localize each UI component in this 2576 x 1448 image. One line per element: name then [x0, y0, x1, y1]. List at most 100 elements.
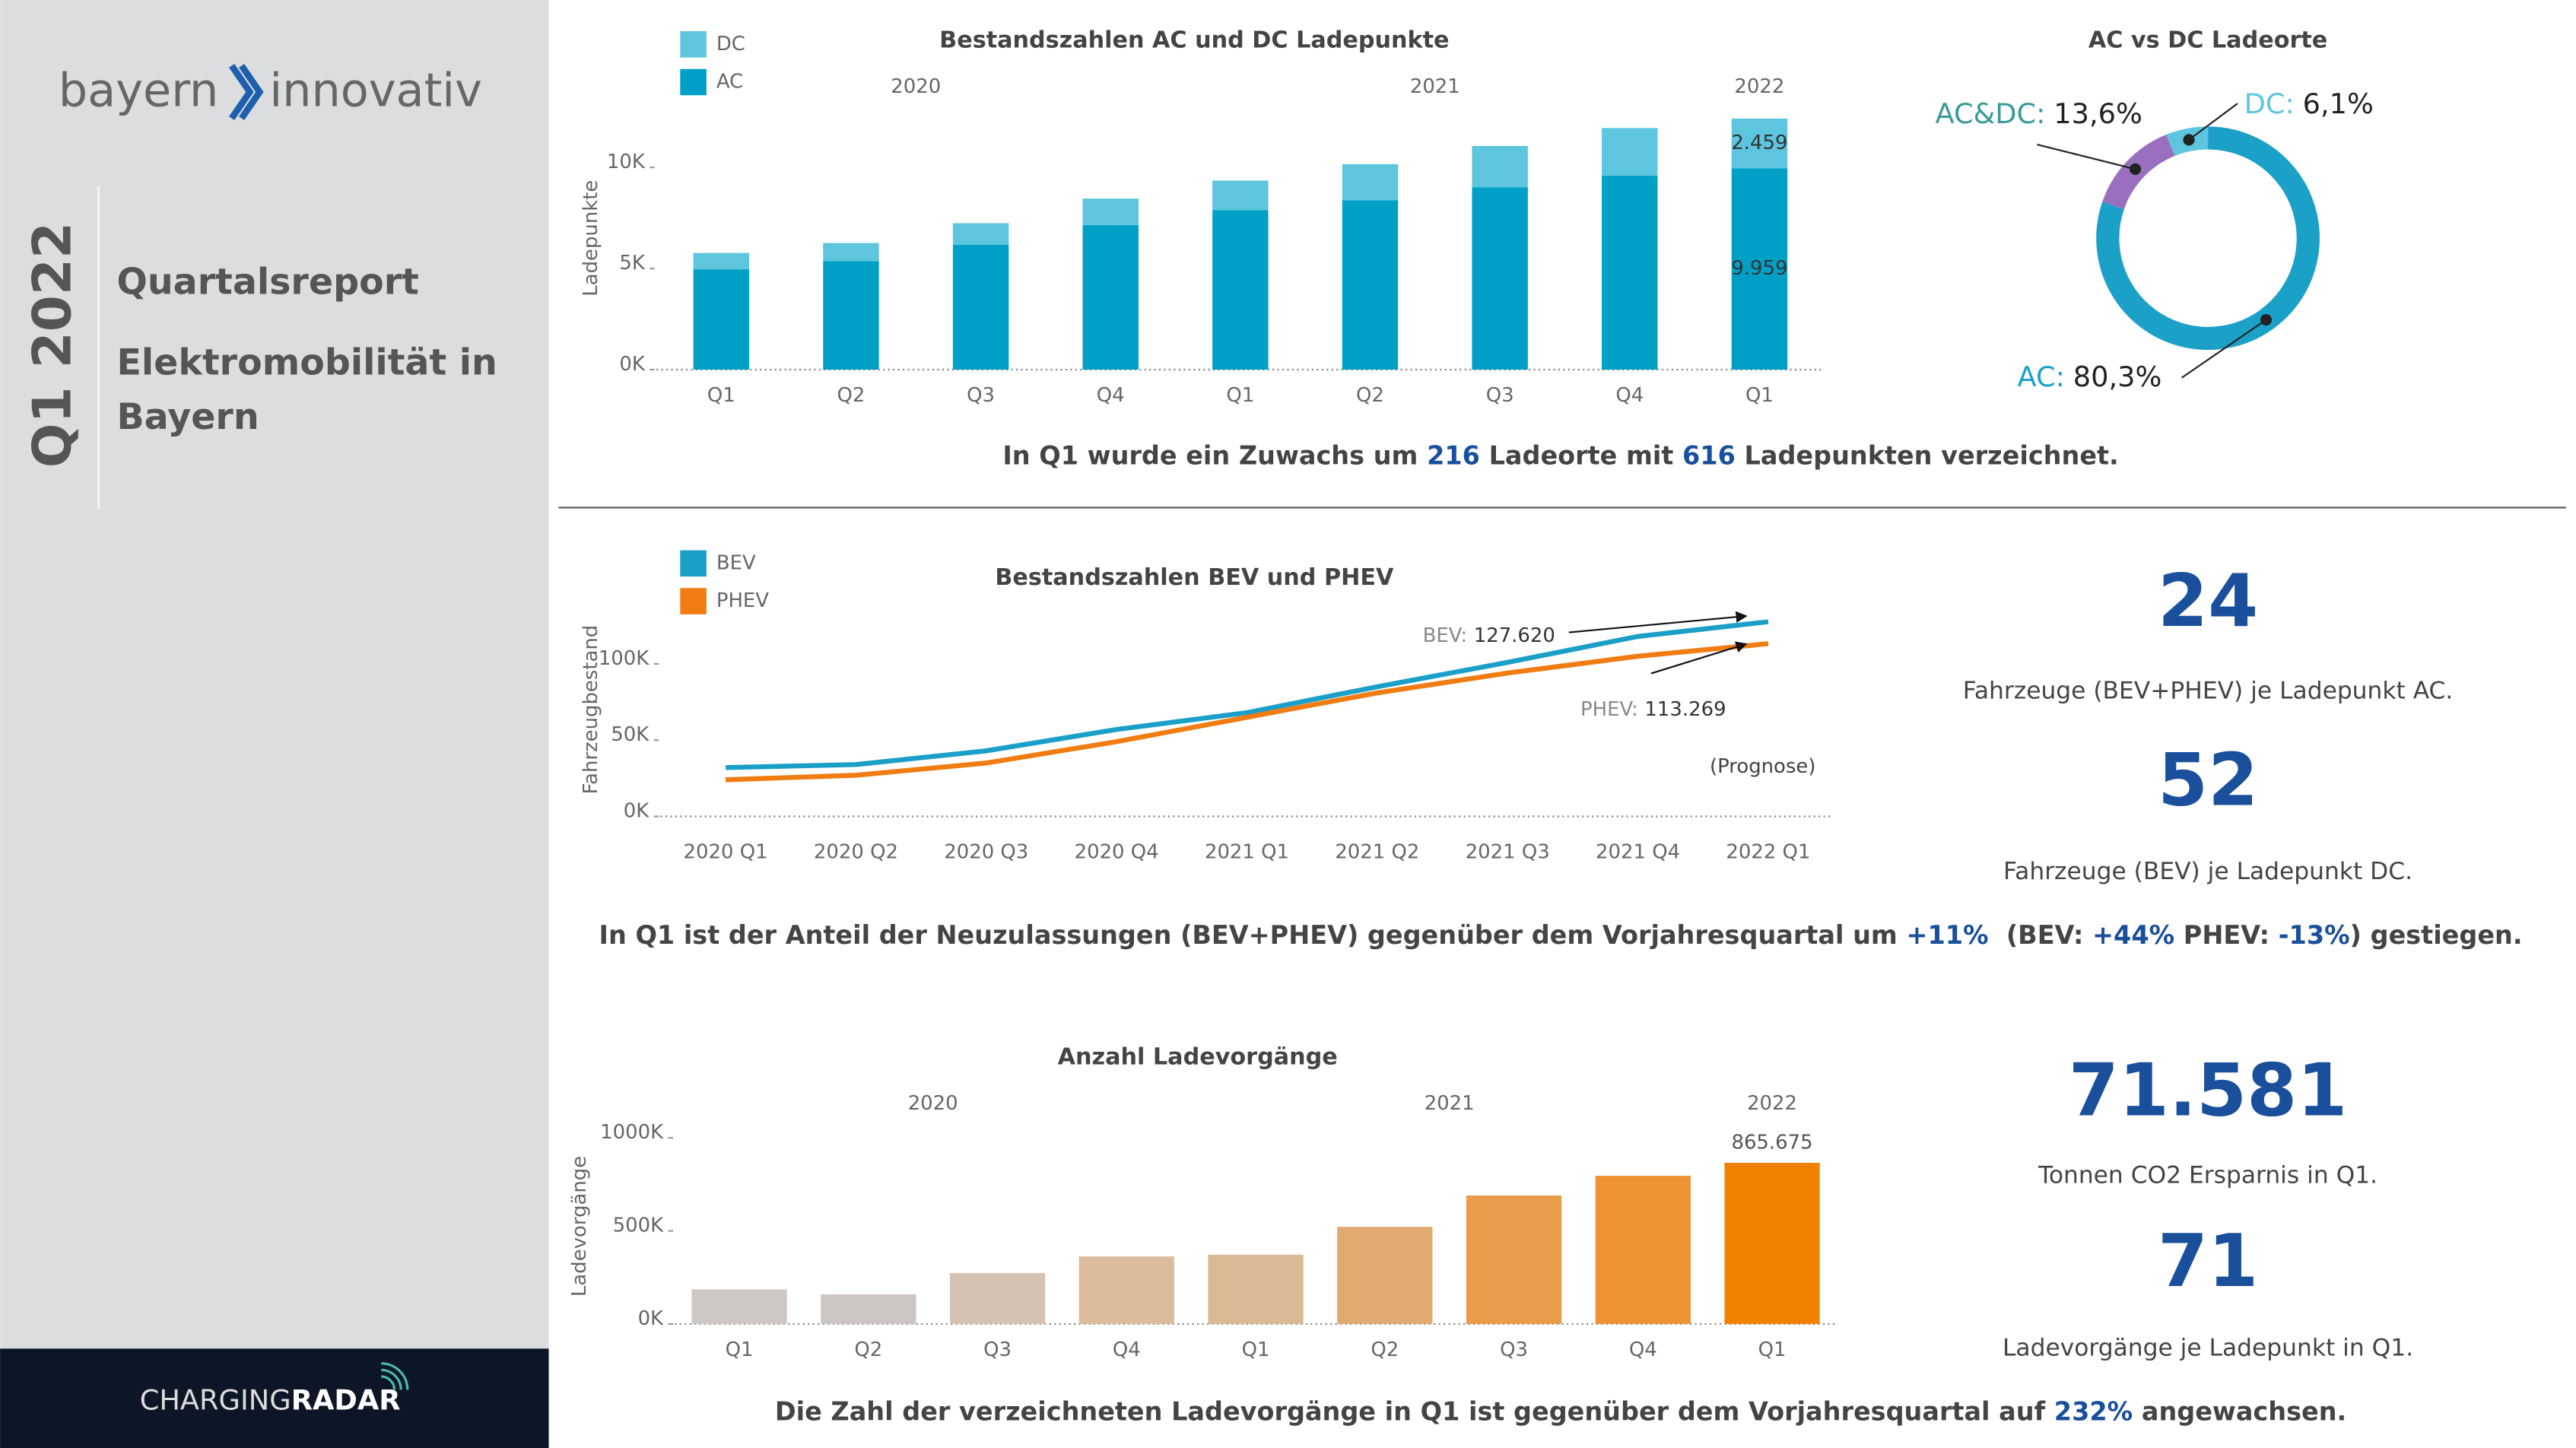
chart-title: Bestandszahlen AC und DC Ladepunkte [939, 27, 1449, 53]
x-tick-label: Q4 [1097, 384, 1125, 407]
kpi-caption: Tonnen CO2 Ersparnis in Q1. [2038, 1162, 2377, 1189]
leader-line [2188, 103, 2238, 141]
bar [1595, 1176, 1691, 1324]
note-highlight: -13% [2279, 920, 2350, 950]
bar-segment [1082, 198, 1139, 225]
x-tick-label: 2021 Q1 [1205, 841, 1289, 864]
bar-segment [1731, 118, 1788, 169]
legend-swatch [680, 31, 707, 58]
note-text: In Q1 wurde ein Zuwachs um [1002, 440, 1427, 470]
legend-swatch [680, 588, 707, 614]
x-tick-label: Q1 [1226, 384, 1254, 407]
x-tick-label: Q2 [1356, 384, 1384, 407]
logo-left: bayern [59, 65, 219, 118]
x-tick-label: Q2 [837, 384, 866, 407]
note-text: ) gestiegen. [2350, 920, 2523, 950]
x-tick-label: Q1 [1242, 1338, 1270, 1361]
annotation-label: BEV: [1423, 624, 1467, 646]
y-tick-label: 500K [613, 1215, 664, 1237]
bar-segment [1212, 210, 1269, 370]
y-axis-title: Fahrzeugbestand [580, 625, 602, 795]
x-tick-label: 2021 Q4 [1596, 841, 1680, 864]
x-tick-label: Q3 [1486, 384, 1514, 407]
y-tick-label: 0K [619, 353, 645, 376]
bar [691, 1289, 787, 1324]
donut-segment [2102, 134, 2175, 210]
line [726, 619, 1769, 770]
legend-label: DC [716, 33, 745, 56]
bar-segment [1602, 176, 1658, 370]
bar-segment [823, 243, 879, 262]
leader-line [2181, 319, 2267, 379]
x-tick-label: Q4 [1615, 384, 1644, 407]
note-highlight: +11% [1906, 920, 1988, 950]
logo-mark [229, 63, 264, 120]
x-tick-label: 2021 Q2 [1335, 841, 1419, 864]
bar-segment [1212, 180, 1269, 211]
x-tick-label: 2020 Q1 [684, 841, 768, 864]
donut-label: DC: 6,1% [2244, 87, 2374, 120]
value-label: 13,6% [2053, 97, 2142, 130]
note-text: Ladepunkten verzeichnet. [1736, 440, 2119, 470]
note-highlight: 216 [1427, 440, 1480, 470]
year-label: 2020 [908, 1092, 958, 1115]
chart-title: AC vs DC Ladeorte [2088, 27, 2327, 53]
bar-segment [693, 269, 750, 370]
category-label: DC: [2244, 87, 2295, 120]
year-label: 2021 [1425, 1092, 1475, 1115]
leader-line [2037, 144, 2136, 170]
x-tick-label: Q4 [1629, 1338, 1657, 1361]
x-tick-label: 2020 Q3 [944, 841, 1028, 864]
annotation-arrow [1568, 611, 1748, 634]
bar-segment [1731, 168, 1788, 370]
sidebar [0, 0, 549, 1448]
line [725, 641, 1769, 783]
note-highlight: +44% [2092, 920, 2174, 950]
summary-note: Die Zahl der verzeichneten Ladevorgänge … [775, 1396, 2346, 1426]
x-tick-label: Q3 [1500, 1338, 1528, 1361]
kpi-caption: Ladevorgänge je Ladepunkt in Q1. [2003, 1334, 2413, 1361]
bar [949, 1272, 1046, 1324]
kpi-caption: Fahrzeuge (BEV) je Ladepunkt DC. [2003, 858, 2412, 885]
value-label: 2.459 [1731, 132, 1787, 154]
annotation-label: PHEV: [1580, 698, 1638, 721]
annotation-note: (Prognose) [1710, 755, 1815, 778]
note-highlight: 232% [2054, 1396, 2133, 1426]
note-text: (BEV: [1989, 920, 2092, 950]
chart-title: Bestandszahlen BEV und PHEV [995, 564, 1394, 591]
value-label: 6,1% [2303, 87, 2374, 120]
y-tick-label: 5K [619, 252, 645, 275]
bar [1724, 1163, 1820, 1324]
annotation: PHEV: 113.269 [1580, 698, 1726, 721]
report-subtitle: Elektromobilität in [116, 342, 497, 384]
logo-right: innovativ [269, 65, 482, 118]
kpi-value: 52 [2158, 738, 2258, 822]
x-tick-label: 2020 Q4 [1075, 841, 1159, 864]
leader-dot [2130, 163, 2142, 175]
bar-segment [1602, 128, 1658, 176]
x-tick-label: 2021 Q3 [1466, 841, 1550, 864]
note-text: In Q1 ist der Anteil der Neuzulassungen … [599, 920, 1907, 950]
annotation: BEV: 127.620 [1423, 624, 1555, 646]
bar-segment [1342, 200, 1399, 370]
bar-segment [1082, 224, 1139, 370]
y-tick-label: 1000K [600, 1121, 664, 1144]
value-label: 80,3% [2073, 360, 2162, 392]
bar-segment [693, 252, 750, 270]
x-tick-label: Q2 [1371, 1338, 1399, 1361]
bar-segment [1472, 145, 1528, 188]
year-label: 2022 [1747, 1092, 1797, 1115]
x-tick-label: 2020 Q2 [814, 841, 898, 864]
donut-label: AC: 80,3% [2018, 360, 2162, 392]
x-tick-label: Q1 [726, 1338, 754, 1361]
year-label: 2020 [891, 75, 941, 98]
value-label: 9.959 [1731, 257, 1787, 280]
footer-bar [0, 1348, 549, 1448]
value-label: 127.620 [1474, 624, 1555, 646]
report-title: Quartalsreport [116, 262, 418, 303]
bar-segment [1342, 164, 1399, 201]
footer-light: CHARGING [140, 1383, 291, 1416]
category-label: AC: [2018, 360, 2065, 392]
